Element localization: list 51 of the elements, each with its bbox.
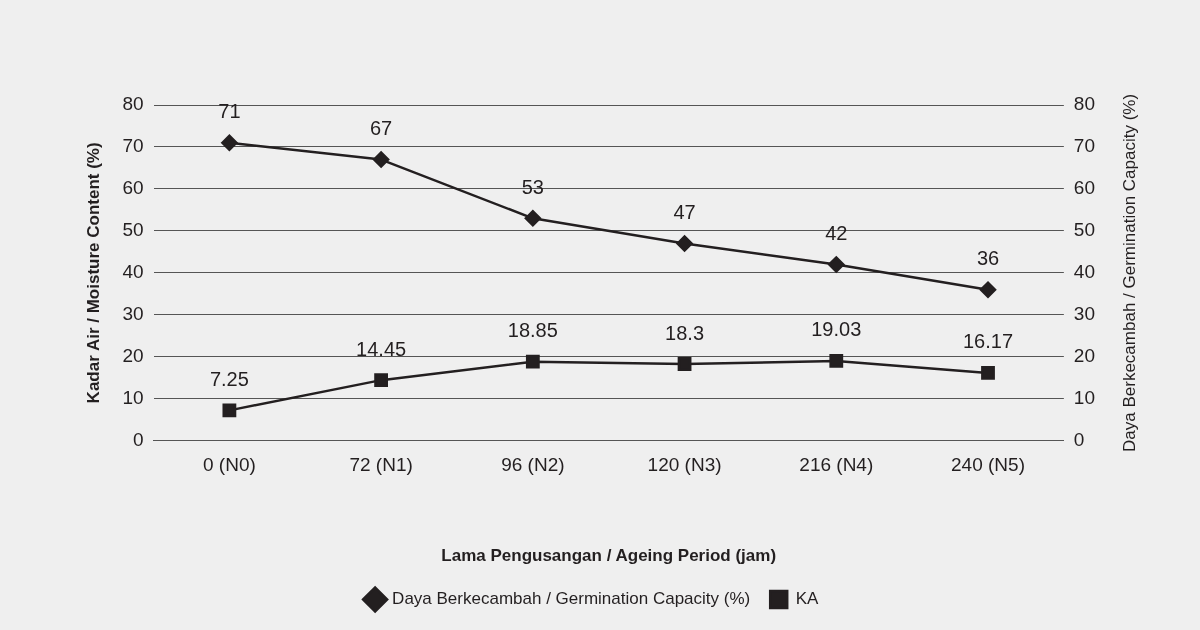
- point: [222, 403, 237, 418]
- x-tick-label: 240 (N5): [951, 454, 1025, 476]
- point: [524, 210, 542, 227]
- data-label: 18.85: [507, 319, 558, 342]
- x-tick-label: 216 (N4): [799, 454, 874, 476]
- data-label: 7.25: [209, 367, 249, 390]
- data-label: 67: [369, 117, 393, 140]
- y-tick-label: 0: [132, 429, 144, 451]
- y-axis-title: Kadar Air / Moisture Content (%): [83, 142, 103, 404]
- data-label: 36: [976, 247, 1000, 270]
- x-tick-label: 0 (N0): [203, 454, 256, 476]
- point: [981, 366, 995, 380]
- point: [828, 256, 845, 273]
- y2-tick-label: 70: [1073, 135, 1096, 157]
- x-tick-label: 72 (N1): [349, 454, 413, 476]
- y2-tick-label: 60: [1073, 177, 1096, 199]
- point: [372, 151, 390, 168]
- y2-tick-label: 0: [1073, 429, 1085, 451]
- point: [979, 281, 997, 298]
- y2-tick-label: 10: [1073, 387, 1096, 409]
- data-label: 71: [218, 100, 241, 123]
- y2-tick-label: 40: [1073, 261, 1096, 283]
- data-label: 16.17: [962, 330, 1014, 353]
- y2-axis-title: Daya Berkecambah / Germination Capacity (%): [1119, 93, 1139, 452]
- y-tick-label: 50: [122, 219, 144, 241]
- x-tick-label: 96 (N2): [501, 454, 565, 476]
- point: [374, 373, 389, 388]
- point: [677, 357, 692, 371]
- y-tick-label: 80: [122, 93, 144, 115]
- y2-tick-label: 30: [1073, 303, 1096, 325]
- y-tick-label: 40: [122, 261, 144, 283]
- x-tick-label: 120 (N3): [647, 454, 722, 476]
- y2-tick-label: 80: [1073, 93, 1096, 115]
- data-label: 47: [673, 201, 696, 224]
- y-tick-label: 20: [122, 345, 144, 367]
- y2-tick-label: 50: [1073, 219, 1096, 241]
- legend-label: KA: [795, 589, 820, 609]
- legend-label: Daya Berkecambah / Germination Capacity (%): [392, 589, 751, 609]
- y2-tick-label: 20: [1073, 345, 1096, 367]
- y-tick-label: 70: [122, 135, 144, 157]
- point: [676, 235, 693, 252]
- y-tick-label: 60: [122, 177, 144, 199]
- data-label: 14.45: [356, 337, 407, 360]
- x-axis-title: Lama Pengusangan / Ageing Period (jam): [441, 546, 777, 566]
- point: [525, 354, 540, 369]
- y-tick-label: 10: [122, 387, 144, 409]
- data-label: 19.03: [811, 318, 862, 341]
- y-tick-label: 30: [122, 303, 144, 325]
- point: [829, 354, 844, 368]
- point: [221, 134, 238, 152]
- data-label: 18.3: [665, 321, 705, 344]
